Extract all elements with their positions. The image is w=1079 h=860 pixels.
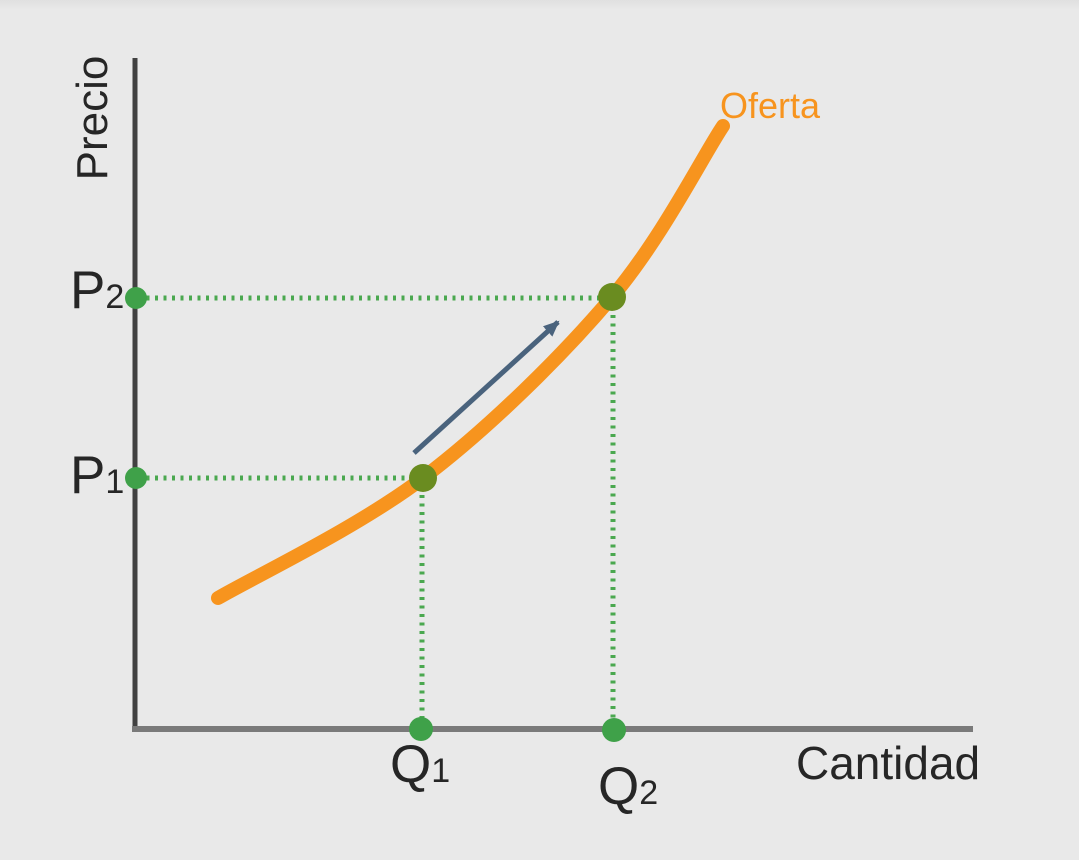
tick-label-p2-sub: 2	[105, 278, 125, 316]
x-axis-label: Cantidad	[796, 737, 981, 789]
p1-axis-dot	[125, 467, 147, 489]
tick-label-q1-sub: 1	[431, 752, 451, 790]
tick-label-p2: P2	[70, 264, 124, 317]
y-axis-label: Precio	[68, 55, 117, 181]
tick-label-q2: Q2	[598, 760, 658, 813]
q2-axis-dot	[602, 718, 626, 742]
tick-label-p2-base: P	[70, 261, 106, 320]
tick-label-q2-base: Q	[598, 757, 640, 816]
movement-arrow	[412, 320, 560, 455]
curve-label-oferta: Oferta	[720, 85, 821, 126]
tick-label-p1-sub: 1	[105, 463, 125, 501]
curve-point-q2p2	[598, 283, 626, 311]
supply-curve	[211, 119, 730, 605]
p2-axis-dot	[125, 287, 147, 309]
tick-label-p1-base: P	[70, 446, 106, 505]
tick-label-p1: P1	[70, 449, 124, 502]
q1-axis-dot	[409, 717, 433, 741]
tick-label-q1-base: Q	[390, 735, 432, 794]
curve-point-q1p1	[409, 464, 437, 492]
tick-label-q1: Q1	[390, 738, 450, 791]
tick-label-q2-sub: 2	[639, 774, 659, 812]
